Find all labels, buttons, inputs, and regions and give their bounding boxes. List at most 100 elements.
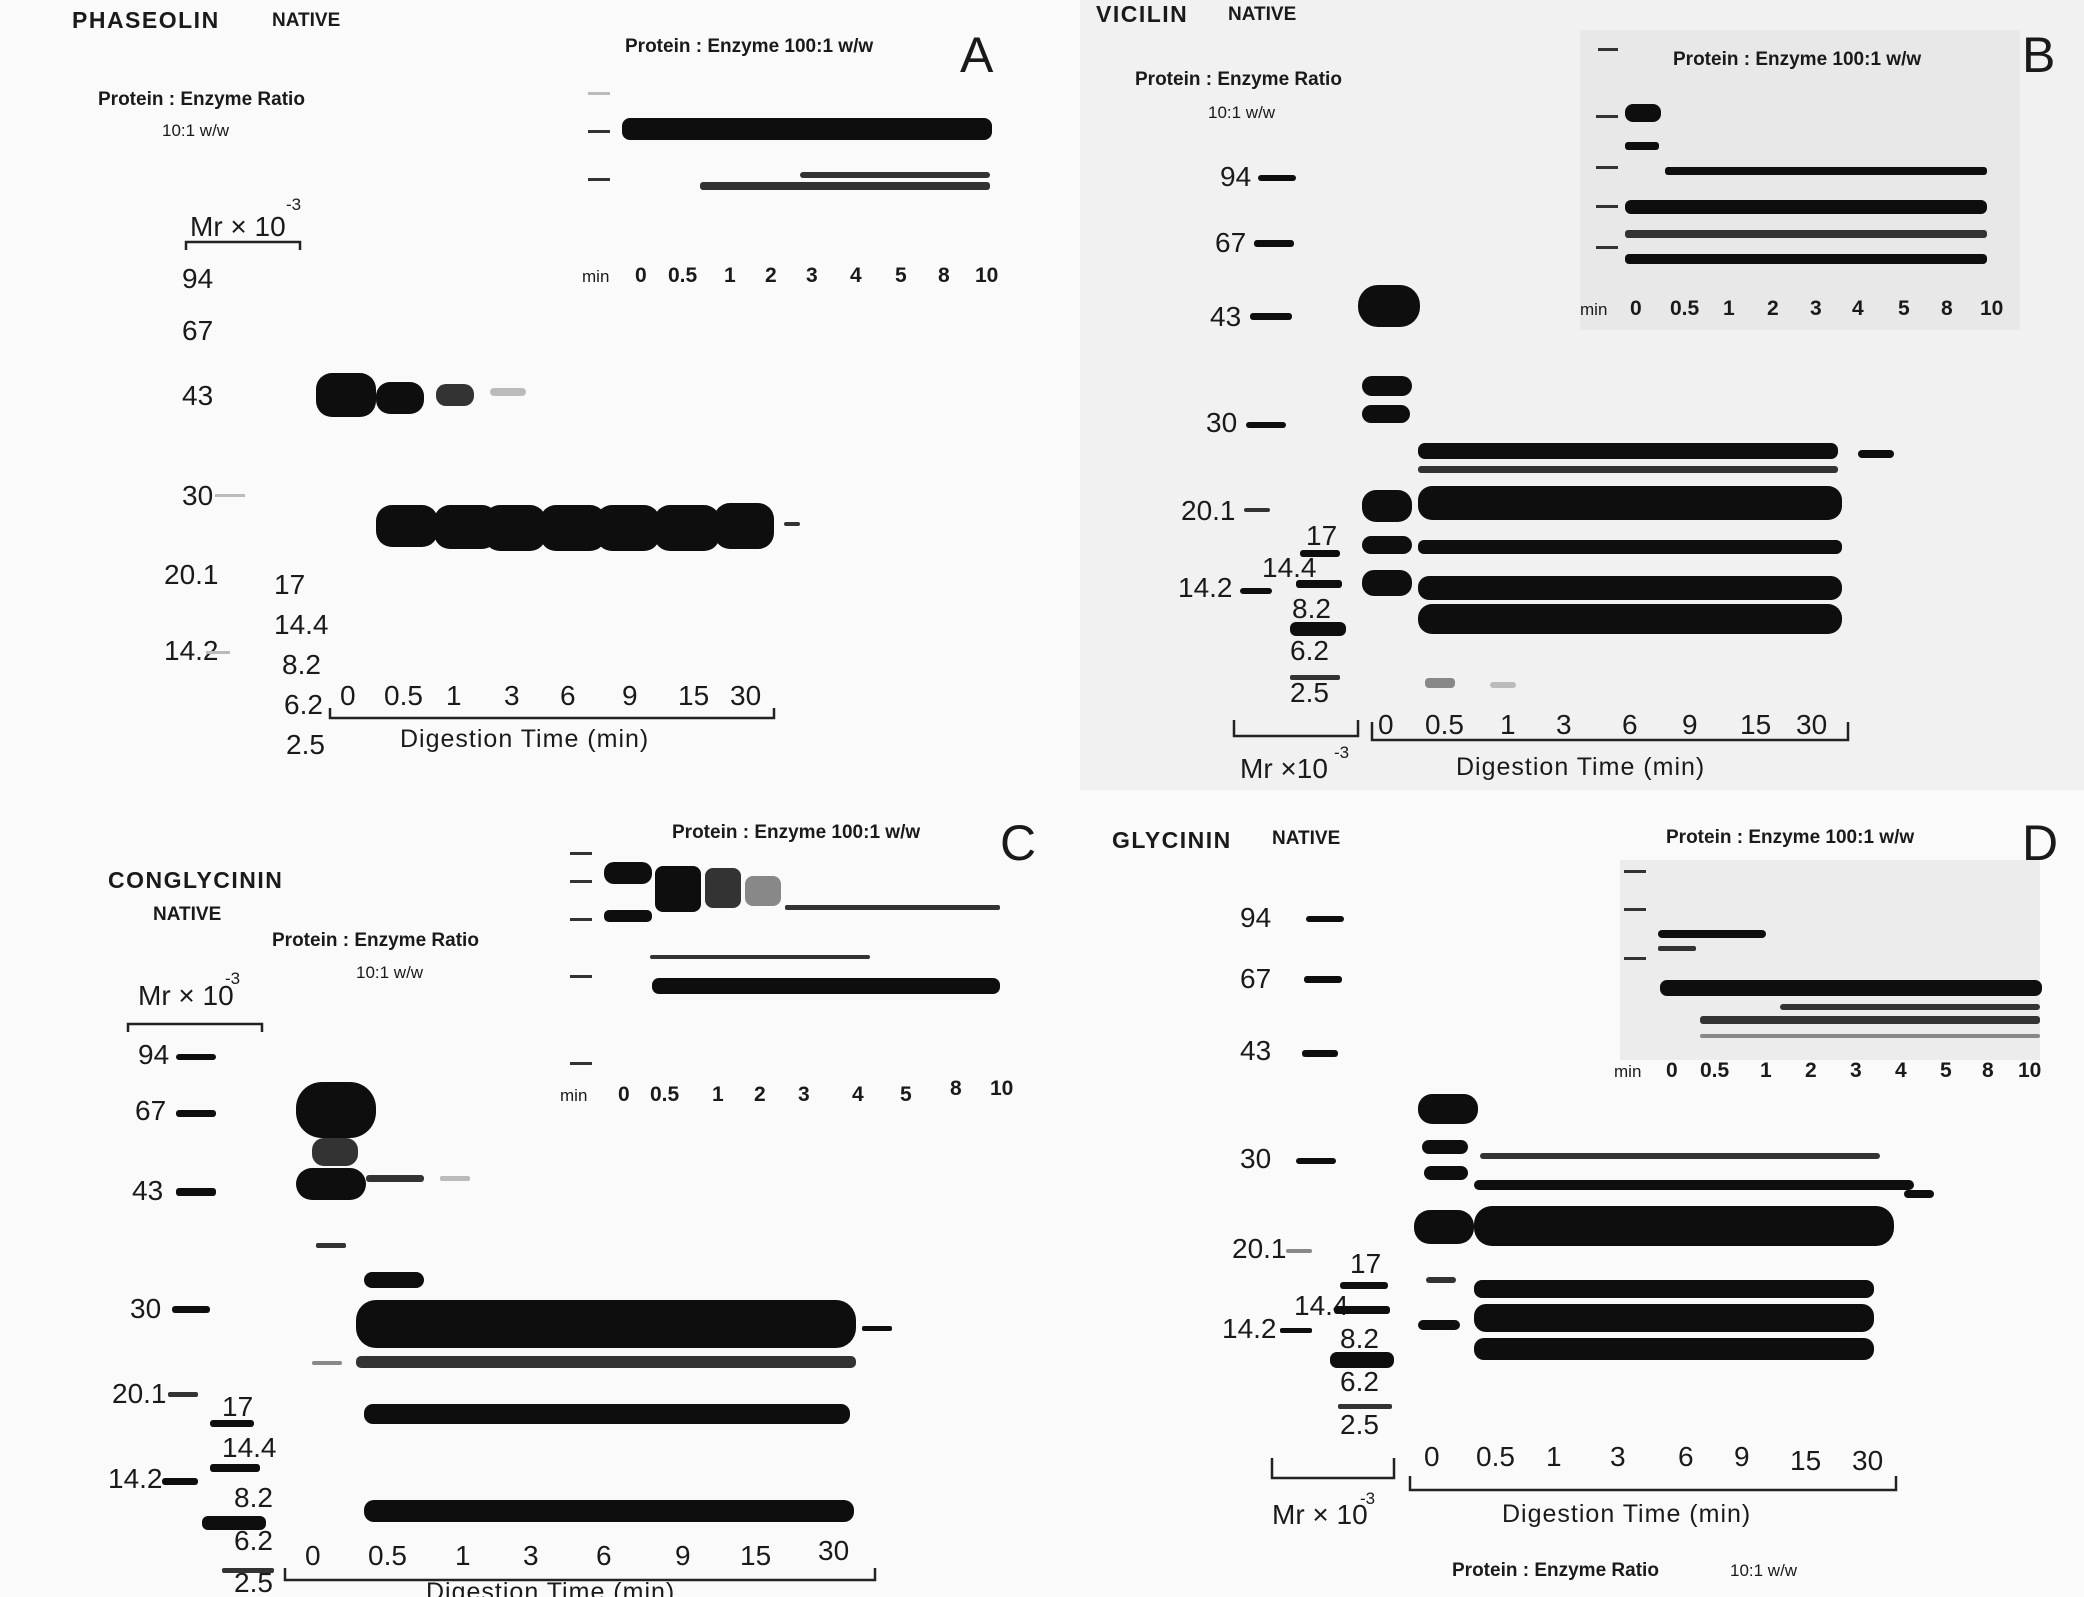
axis-title: Digestion Time (min) [400,725,649,753]
low-marker-label: 2.5 [286,729,325,760]
inset-marker-tick [1624,870,1646,873]
panel-c: CONGLYCININ NATIVE Protein : Enzyme 100:… [108,815,1036,1597]
inset-band [655,866,701,912]
gel-band [1422,1140,1468,1154]
gel-band [784,522,800,526]
inset-marker-tick [1596,205,1618,208]
inset-lane-label: 0 [635,264,647,287]
inset-marker-tick [588,92,610,95]
low-marker-band [1338,1404,1392,1409]
marker-label: 67 [182,315,213,346]
gel-band [366,1175,424,1182]
gel-band [1474,1206,1894,1246]
inset-band [622,118,992,140]
ratio-title: Protein : Enzyme Ratio [1135,69,1342,90]
inset-marker-tick [1596,166,1618,169]
panel-title: PHASEOLIN [72,7,220,33]
panel-d: GLYCININ NATIVE Protein : Enzyme 100:1 w… [1112,815,2058,1581]
inset-band [604,862,652,884]
marker-tick [206,651,230,654]
low-marker-band [1334,1306,1390,1314]
inset-lane-label: 3 [806,264,818,287]
gel-band [1418,486,1842,520]
inset-lane-label: 10 [1980,297,2003,320]
inset-lane-label: 0.5 [668,264,698,287]
marker-label: 43 [1240,1035,1271,1066]
marker-label: 14.2 [164,635,219,666]
mr-exponent: -3 [286,195,301,214]
lane-label: 9 [1682,709,1698,740]
lane-label: 15 [1790,1445,1821,1476]
low-marker-band [1300,550,1340,557]
gel-band [316,373,376,417]
lane-label: 30 [1796,709,1827,740]
panel-letter: B [2022,27,2055,83]
gel-band [1418,1320,1460,1330]
marker-label: 43 [132,1175,163,1206]
marker-band [1304,976,1342,983]
inset-lane-label: 4 [852,1083,864,1106]
panel-d-inset-background [1620,860,2040,1060]
lane-label: 6 [1622,709,1638,740]
marker-band [162,1478,198,1485]
lane-label: 30 [730,680,761,711]
gel-band [1858,450,1894,458]
lane-label: 6 [596,1540,612,1571]
inset-marker-tick [570,918,592,921]
inset-lane-label: 2 [1767,297,1779,320]
marker-label: 67 [135,1095,166,1126]
inset-lane-label: 4 [1895,1059,1907,1082]
lane-label: 30 [818,1535,849,1566]
marker-label: 94 [1220,161,1251,192]
gel-band [540,505,606,551]
inset-gel: min 0 0.5 1 2 3 4 5 8 10 [560,852,1013,1106]
low-marker-band [1290,622,1346,636]
lane-label: 9 [1734,1441,1750,1472]
main-lane-bands [1474,1153,1934,1360]
marker-band [1306,916,1344,922]
marker-band [1286,1249,1312,1253]
inset-lane-label: 0 [618,1083,630,1106]
inset-lane-label: 3 [1850,1059,1862,1082]
low-marker-label: 8.2 [282,649,321,680]
marker-band [1246,422,1286,428]
marker-label: 20.1 [112,1378,167,1409]
low-marker-band [1290,675,1340,680]
gel-band [1362,536,1412,554]
inset-unit: min [1580,300,1607,319]
gel-band [1418,466,1838,473]
gel-band [296,1168,366,1200]
panel-title: GLYCININ [1112,827,1232,853]
mr-label: Mr ×10 [1240,753,1328,784]
main-lane-bands [1418,443,1894,688]
lane-label: 1 [455,1540,471,1571]
inset-unit: min [560,1086,587,1105]
marker-band [176,1110,216,1117]
low-marker-label: 14.4 [274,609,329,640]
lane-label: 0.5 [384,680,423,711]
gel-band [364,1500,854,1522]
mr-bracket [1270,1458,1396,1480]
inset-band [700,182,990,190]
gel-band [296,1082,376,1138]
inset-band [652,978,1000,994]
gel-band [376,382,424,414]
lane-bracket [1408,1476,1898,1492]
inset-band [1625,254,1987,264]
axis-title: Digestion Time (min) [1502,1500,1751,1528]
inset-lane-label: 0.5 [650,1083,680,1106]
inset-lane-label: 2 [754,1083,766,1106]
marker-band [1244,508,1270,512]
inset-marker-tick [1624,957,1646,960]
panel-b-inset-background [1580,30,2020,330]
lane-label: 0 [305,1540,321,1571]
gel-band [434,505,498,549]
marker-band [1258,175,1296,181]
inset-marker-tick [570,880,592,883]
inset-gel: min 0 0.5 1 2 3 4 5 8 10 [1614,870,2042,1082]
inset-lane-label: 2 [1805,1059,1817,1082]
inset-gel: min 0 0.5 1 2 3 4 5 8 10 [1580,48,2003,320]
gel-band [596,505,660,551]
ratio-value: 10:1 w/w [1208,103,1276,122]
native-label: NATIVE [153,904,221,925]
